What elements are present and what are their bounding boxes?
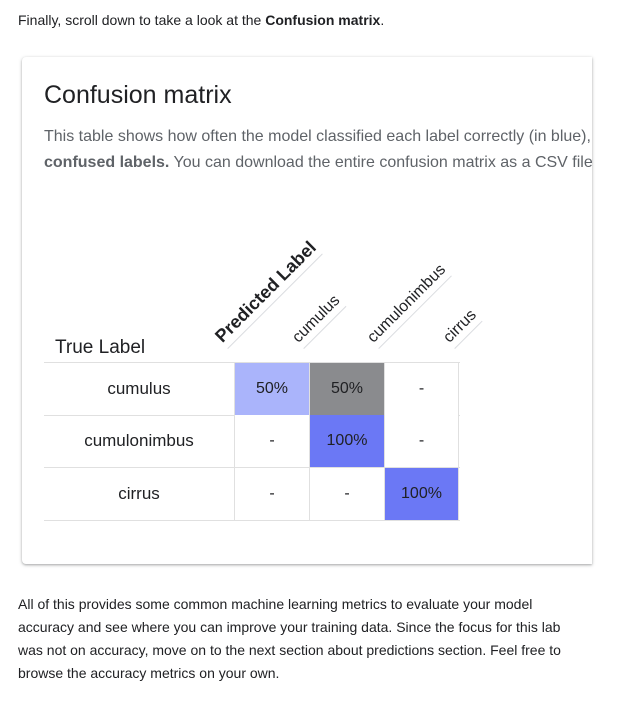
description-line-2: confused labels. You can download the en… — [44, 150, 592, 176]
card-description: This table shows how often the model cla… — [44, 124, 592, 176]
matrix-row-cirrus: cirrus - - 100% — [44, 468, 460, 521]
row-label: cirrus — [118, 484, 160, 503]
true-label-header: True Label — [55, 337, 146, 358]
column-header-cumulonimbus: cumulonimbus — [364, 261, 452, 349]
matrix-cell: - — [384, 415, 459, 467]
row-label: cumulonimbus — [84, 431, 194, 450]
intro-suffix: . — [380, 12, 385, 28]
description-line-1: This table shows how often the model cla… — [44, 128, 592, 145]
intro-text: Finally, scroll down to take a look at t… — [18, 10, 384, 30]
intro-prefix: Finally, scroll down to take a look at t… — [18, 12, 266, 28]
matrix-row-cumulonimbus: cumulonimbus - 100% - — [44, 415, 460, 468]
matrix-cell: - — [384, 363, 459, 415]
matrix-cell: 50% — [234, 363, 309, 415]
matrix-cell: 100% — [309, 415, 384, 467]
intro-bold: Confusion matrix — [265, 12, 381, 28]
column-header-cumulus: cumulus — [289, 292, 347, 349]
confusion-matrix-card: Confusion matrix This table shows how of… — [22, 57, 592, 564]
matrix-row-cumulus: cumulus 50% 50% - — [44, 362, 460, 416]
outro-text: All of this provides some common machine… — [18, 596, 561, 681]
description-bold: confused labels. — [44, 154, 170, 171]
row-label: cumulus — [107, 379, 171, 398]
matrix-cell: - — [234, 415, 309, 467]
description-line-2-rest: You can download the entire confusion ma… — [169, 154, 592, 171]
matrix-cell: 50% — [309, 363, 384, 415]
matrix-cell: 100% — [384, 468, 459, 520]
matrix-cell: - — [234, 468, 309, 520]
card-title: Confusion matrix — [44, 81, 232, 109]
matrix-cell: - — [309, 468, 384, 520]
column-header-cirrus: cirrus — [440, 306, 483, 349]
